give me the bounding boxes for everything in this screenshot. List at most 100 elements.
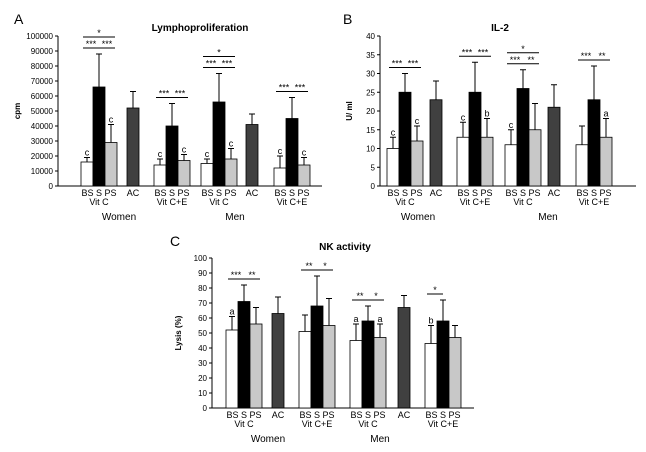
x-subcategory-label: Vit C+E (277, 197, 308, 207)
chart-title: IL-2 (491, 23, 509, 34)
bar-s (516, 88, 530, 187)
y-tick-label: 50 (198, 329, 207, 338)
significance-stars: * (323, 261, 327, 271)
x-category-label: AC (398, 410, 411, 420)
significance-stars: * (217, 48, 221, 58)
significance-letter: c (509, 120, 514, 130)
bar-ps (373, 337, 387, 409)
significance-stars: *** (295, 83, 306, 93)
y-axis-label: U/ ml (345, 101, 354, 121)
y-tick-label: 25 (366, 88, 375, 97)
y-tick-label: 5 (371, 163, 376, 172)
y-tick-label: 20000 (31, 152, 54, 161)
bar-ps (410, 140, 424, 187)
y-axis-label: cpm (13, 103, 22, 119)
significance-stars: *** (222, 59, 233, 69)
bar-ps (104, 142, 118, 187)
x-category-label: AC (430, 188, 443, 198)
x-category-label: AC (272, 410, 285, 420)
bar-s (237, 301, 251, 409)
y-tick-label: 80 (198, 284, 207, 293)
significance-stars: *** (175, 89, 186, 99)
y-tick-label: 30 (198, 359, 207, 368)
bar-bs (386, 148, 400, 187)
y-tick-label: 80000 (31, 62, 54, 71)
significance-stars: *** (462, 47, 473, 57)
y-tick-label: 20 (198, 374, 207, 383)
significance-stars: *** (279, 83, 290, 93)
y-tick-label: 0 (49, 182, 54, 191)
significance-stars: ** (598, 51, 606, 61)
bar-ps (599, 136, 613, 187)
y-tick-label: 100000 (26, 32, 53, 41)
panel-letter: B (343, 11, 352, 27)
bar-ac (126, 107, 140, 187)
significance-stars: * (97, 28, 101, 38)
bar-ps (177, 160, 191, 187)
sex-group-label: Men (538, 212, 557, 223)
chart-title: NK activity (319, 242, 371, 253)
x-subcategory-label: Vit C+E (579, 197, 610, 207)
x-subcategory-label: Vit C (513, 197, 533, 207)
x-category-label: BS S PS (226, 410, 261, 420)
significance-letter: a (229, 307, 234, 317)
significance-letter: c (278, 146, 283, 156)
x-subcategory-label: Vit C+E (157, 197, 188, 207)
bar-bs (456, 136, 470, 187)
x-category-label: BS S PS (505, 188, 540, 198)
bar-ac (429, 99, 443, 187)
y-tick-label: 15 (366, 126, 375, 135)
panel-letter: C (170, 233, 180, 249)
significance-stars: *** (392, 59, 403, 69)
significance-stars: * (521, 44, 525, 54)
x-category-label: BS S PS (350, 410, 385, 420)
y-tick-label: 10000 (31, 167, 54, 176)
y-tick-label: 0 (203, 404, 208, 413)
x-subcategory-label: Vit C (89, 197, 109, 207)
sex-group-label: Women (401, 212, 435, 223)
bar-group: AC (271, 296, 285, 420)
x-subcategory-label: Vit C (234, 419, 254, 429)
bar-ac (397, 307, 411, 409)
significance-letter: c (205, 149, 210, 159)
significance-letter: a (603, 109, 608, 119)
bar-ps (224, 158, 238, 187)
bar-ps (297, 164, 311, 187)
x-subcategory-label: Vit C (209, 197, 229, 207)
bar-s (310, 305, 324, 409)
chart-title: Lymphoproliferation (152, 23, 249, 34)
significance-stars: *** (581, 51, 592, 61)
y-tick-label: 20 (366, 107, 375, 116)
bar-bs (80, 161, 94, 187)
significance-letter: a (353, 314, 358, 324)
x-subcategory-label: Vit C+E (428, 419, 459, 429)
y-tick-label: 90000 (31, 47, 54, 56)
bar-s (92, 86, 106, 187)
panel-c: C NK activity Lysis (%) 0 10 20 30 40 50 60 70 80 90… (170, 233, 474, 445)
bar-s (285, 118, 299, 187)
significance-letter: b (428, 316, 433, 326)
significance-stars: * (374, 291, 378, 301)
x-category-label: BS S PS (81, 188, 116, 198)
significance-stars: *** (408, 59, 419, 69)
bar-s (398, 91, 412, 187)
bar-ac (271, 313, 285, 409)
x-subcategory-label: Vit C+E (460, 197, 491, 207)
y-tick-label: 60000 (31, 92, 54, 101)
bar-ps (322, 325, 336, 409)
significance-stars: *** (102, 39, 113, 49)
significance-stars: ** (248, 270, 256, 280)
significance-stars: *** (206, 59, 217, 69)
bar-group: AC (397, 295, 411, 420)
y-tick-label: 50000 (31, 107, 54, 116)
bar-bs (273, 167, 287, 187)
y-tick-label: 0 (371, 182, 376, 191)
y-tick-label: 35 (366, 51, 375, 60)
y-tick-label: 30000 (31, 137, 54, 146)
significance-letter: a (377, 314, 382, 324)
